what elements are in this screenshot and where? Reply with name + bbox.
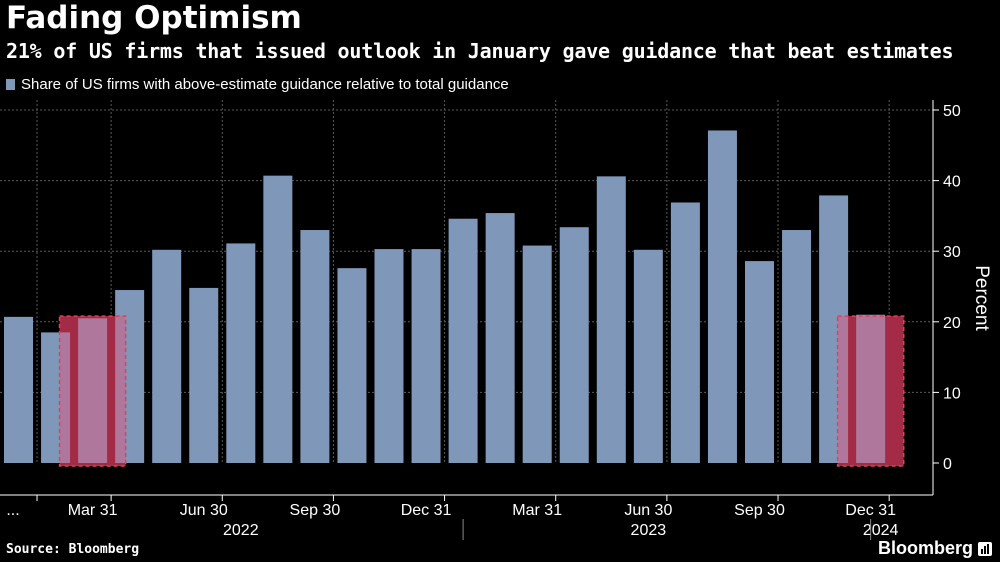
brand-name: Bloomberg <box>877 538 973 558</box>
bar <box>745 261 774 463</box>
y-tick-label: 30 <box>943 244 961 261</box>
x-tick-label: Mar 31 <box>512 502 562 519</box>
x-tick-label: Dec 31 <box>845 502 896 519</box>
bar <box>115 290 145 463</box>
highlight-border <box>836 315 905 467</box>
x-tick-label: Jun 30 <box>180 502 228 519</box>
brand-logo: Bloomberg <box>878 538 992 559</box>
bar <box>448 218 478 463</box>
x-tick-label: Mar 31 <box>68 502 118 519</box>
bar <box>782 230 812 463</box>
y-tick-label: 50 <box>943 103 961 120</box>
bar <box>78 318 108 463</box>
year-label: 2024 <box>863 522 899 539</box>
x-tick-label: Sep 30 <box>734 502 785 519</box>
bar <box>374 249 404 463</box>
bar <box>263 175 293 463</box>
bar <box>559 227 589 463</box>
bar-chart-icon <box>978 541 992 556</box>
x-tick-label: ... <box>6 502 19 519</box>
y-tick-label: 40 <box>943 174 961 191</box>
chart-title: Fading Optimism <box>6 0 302 36</box>
bar <box>485 213 515 463</box>
bar <box>300 230 330 463</box>
bar <box>819 195 849 463</box>
bar <box>189 287 219 463</box>
bar <box>707 130 737 463</box>
chart-subtitle: 21% of US firms that issued outlook in J… <box>6 39 954 63</box>
x-tick-label: Sep 30 <box>290 502 341 519</box>
legend-swatch <box>6 79 15 90</box>
y-tick-label: 10 <box>943 385 961 402</box>
source-note: Source: Bloomberg <box>6 542 140 557</box>
bar <box>4 316 33 463</box>
legend: Share of US firms with above-estimate gu… <box>6 76 509 93</box>
year-label: 2022 <box>223 522 259 539</box>
highlight-overlay <box>837 316 904 466</box>
bar <box>337 268 367 463</box>
year-label: 2023 <box>631 522 667 539</box>
bar <box>152 249 182 463</box>
x-tick-label: Dec 31 <box>401 502 452 519</box>
y-tick-label: 20 <box>943 315 961 332</box>
x-tick-label: Jun 30 <box>624 502 672 519</box>
bar <box>522 245 552 463</box>
highlight-border <box>58 315 127 467</box>
highlight-overlay <box>59 316 126 466</box>
bar <box>633 249 663 463</box>
bar <box>670 202 700 463</box>
bar <box>41 332 71 463</box>
bar <box>411 249 441 463</box>
bar <box>596 176 626 463</box>
bar <box>226 243 256 463</box>
legend-label: Share of US firms with above-estimate gu… <box>21 76 509 93</box>
y-tick-label: 0 <box>943 456 952 473</box>
y-axis-title: Percent <box>971 265 992 331</box>
bar <box>856 314 886 463</box>
